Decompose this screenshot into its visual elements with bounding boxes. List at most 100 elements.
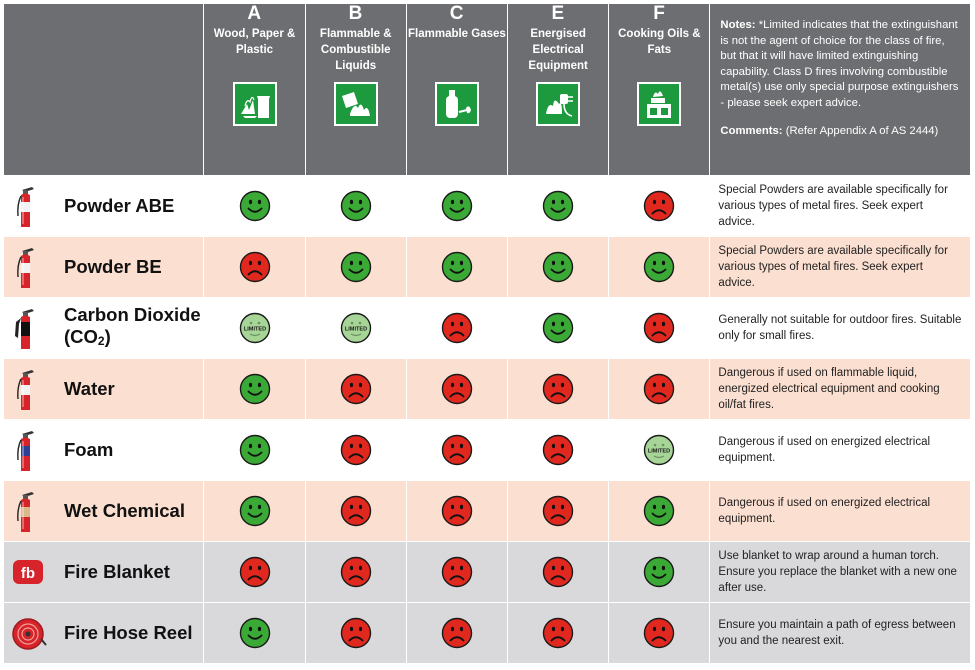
rating-cell	[405, 602, 509, 664]
rating-cell	[203, 358, 306, 420]
happy-face-icon	[239, 495, 271, 527]
happy-face-icon	[340, 251, 372, 283]
rating-cell	[203, 419, 306, 481]
extinguisher-name: Water	[64, 378, 115, 399]
burning-liquid-can-icon	[333, 82, 378, 126]
extinguisher-name: Fire Hose Reel	[64, 622, 193, 643]
sad-face-icon	[340, 556, 372, 588]
foam-extinguisher-icon	[12, 428, 40, 474]
sad-face-icon	[441, 556, 473, 588]
happy-face-icon	[441, 190, 473, 222]
sad-face-icon	[239, 556, 271, 588]
limited-face-icon: LIMITED	[643, 434, 675, 466]
rating-cell	[507, 419, 610, 481]
rating-cell: LIMITED	[608, 419, 711, 481]
happy-face-icon	[643, 251, 675, 283]
limited-label: LIMITED	[345, 327, 367, 333]
happy-face-icon	[239, 190, 271, 222]
happy-face-icon	[643, 556, 675, 588]
limited-face-icon: LIMITED	[340, 312, 372, 344]
rating-cell	[507, 480, 610, 542]
rating-cell	[507, 541, 610, 603]
row-note: Use blanket to wrap around a human torch…	[709, 541, 971, 603]
sad-face-icon	[643, 312, 675, 344]
extinguisher-name: Powder BE	[64, 256, 162, 277]
rating-cell	[608, 297, 711, 359]
happy-face-icon	[239, 373, 271, 405]
gas-cylinder-icon	[434, 82, 479, 126]
sad-face-icon	[441, 434, 473, 466]
limited-label: LIMITED	[243, 327, 265, 333]
notes-text: *Limited indicates that the extinguishan…	[720, 19, 959, 109]
rating-cell	[405, 541, 509, 603]
sad-face-icon	[340, 434, 372, 466]
row-label-cell: Powder ABE	[2, 175, 205, 237]
fire-blanket-icon: fb	[12, 550, 43, 596]
rating-cell	[304, 541, 407, 603]
header-blank	[2, 3, 205, 176]
sad-face-icon	[239, 251, 271, 283]
burning-wood-paper-bin-icon	[232, 82, 277, 126]
rating-cell	[203, 175, 306, 237]
comments-text: (Refer Appendix A of AS 2444)	[785, 125, 939, 137]
happy-face-icon	[542, 251, 574, 283]
sad-face-icon	[643, 373, 675, 405]
class-description: Energised Electrical Equipment	[528, 28, 588, 72]
extinguisher-icon	[12, 367, 40, 413]
extinguisher-icon	[12, 245, 40, 291]
row-note: Special Powders are available specifical…	[709, 175, 971, 237]
electrical-plug-fire-icon	[536, 82, 581, 126]
row-label-cell: Wet Chemical	[2, 480, 205, 542]
rating-cell	[405, 236, 509, 298]
rating-cell: LIMITED	[203, 297, 306, 359]
blanket-icon-text: fb	[21, 565, 35, 582]
rating-cell	[304, 358, 407, 420]
row-label-cell: fb Fire Blanket	[2, 541, 205, 603]
limited-face-icon: LIMITED	[239, 312, 271, 344]
rating-cell	[507, 175, 610, 237]
rating-cell	[405, 419, 509, 481]
wet-chemical-extinguisher-icon	[12, 489, 40, 535]
rating-cell	[304, 236, 407, 298]
row-note: Generally not suitable for outdoor fires…	[709, 297, 971, 359]
rating-cell	[608, 480, 711, 542]
row-note: Dangerous if used on energized electrica…	[709, 419, 971, 481]
class-b-header: B Flammable & Combustible Liquids	[304, 3, 407, 176]
sad-face-icon	[542, 617, 574, 649]
name-part: Carbon Dioxide (CO	[64, 304, 201, 347]
rating-cell	[304, 602, 407, 664]
class-description: Flammable & Combustible Liquids	[319, 28, 392, 72]
rating-cell: LIMITED	[304, 297, 407, 359]
class-f-header: F Cooking Oils & Fats	[608, 3, 711, 176]
class-letter: E	[551, 3, 565, 24]
rating-cell	[203, 541, 306, 603]
rating-cell	[608, 236, 711, 298]
extinguisher-name: Powder ABE	[64, 195, 175, 216]
row-note: Ensure you maintain a path of egress bet…	[709, 602, 971, 664]
notes-block: Notes: *Limited indicates that the extin…	[720, 18, 960, 111]
class-a-header: A Wood, Paper & Plastic	[203, 3, 306, 176]
row-label-cell: Powder BE	[2, 236, 205, 298]
class-description: Cooking Oils & Fats	[618, 28, 701, 56]
happy-face-icon	[239, 434, 271, 466]
rating-cell	[405, 358, 509, 420]
happy-face-icon	[441, 251, 473, 283]
class-c-header: C Flammable Gases	[405, 3, 509, 176]
class-e-header: E Energised Electrical Equipment	[507, 3, 610, 176]
sad-face-icon	[340, 373, 372, 405]
class-letter: A	[247, 3, 262, 24]
extinguisher-name: Carbon Dioxide (CO2)	[64, 304, 202, 352]
row-fire-hose-reel: Fire Hose Reel Ensure you maintain a pat…	[2, 602, 971, 664]
row-foam: Foam LIMITED Dangerous if used on energi…	[2, 419, 971, 481]
row-label-cell: Foam	[2, 419, 205, 481]
limited-label: LIMITED	[648, 449, 670, 455]
class-description: Flammable Gases	[408, 28, 506, 40]
extinguisher-name: Wet Chemical	[64, 500, 185, 521]
happy-face-icon	[239, 617, 271, 649]
sad-face-icon	[340, 617, 372, 649]
sad-face-icon	[441, 495, 473, 527]
rating-cell	[608, 175, 711, 237]
notes-label: Notes:	[720, 19, 756, 31]
extinguisher-icon	[12, 184, 40, 230]
name-part: )	[104, 326, 111, 347]
